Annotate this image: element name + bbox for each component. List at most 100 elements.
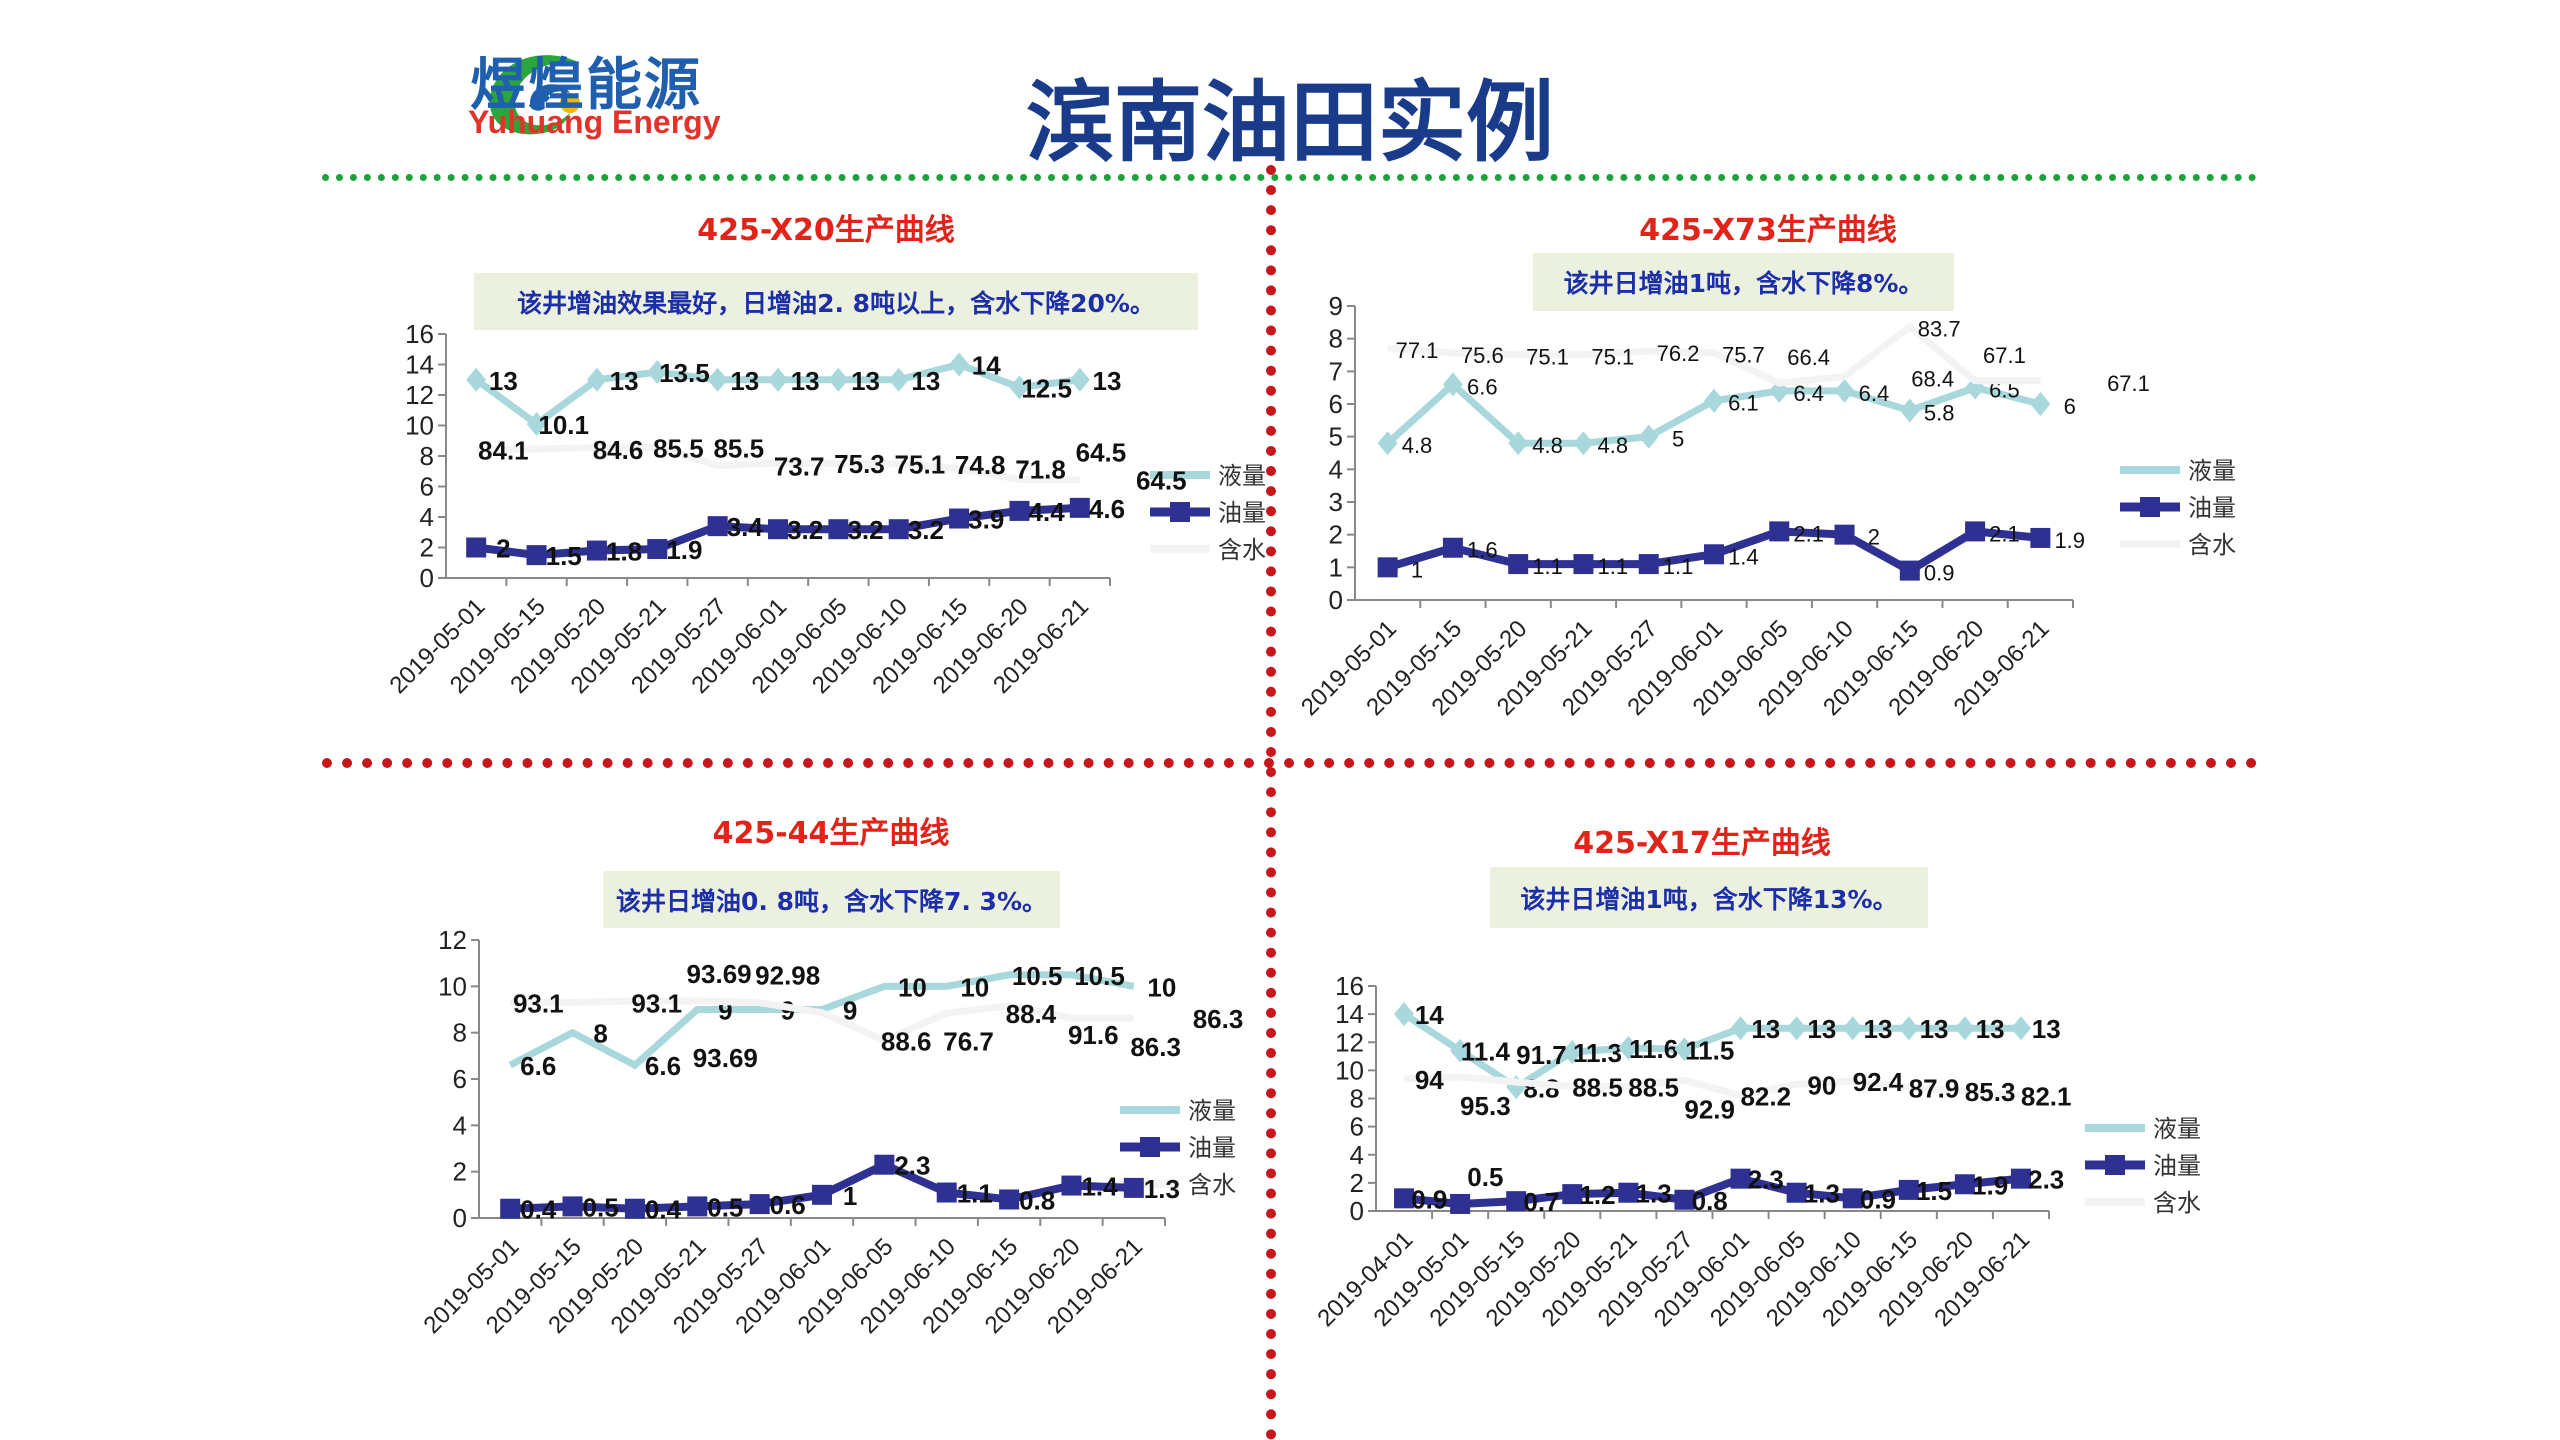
data-label: 93.1: [631, 988, 682, 1018]
y-tick-label: 14: [405, 350, 434, 380]
oil-marker: [2030, 527, 2051, 548]
y-tick-label: 7: [1329, 356, 1343, 386]
oil-marker: [874, 1154, 895, 1175]
data-label: 83.7: [1918, 317, 1961, 342]
liquid-marker: [1562, 1040, 1583, 1065]
data-label: 1: [1411, 557, 1423, 582]
chart-2: 01234567892019-05-012019-05-152019-05-20…: [1296, 291, 2236, 721]
y-tick-label: 9: [1329, 291, 1343, 321]
liquid-marker: [707, 367, 728, 392]
oil-marker: [1573, 554, 1594, 575]
data-label: 0.9: [1411, 1184, 1447, 1214]
oil-marker: [936, 1182, 957, 1203]
oil-marker: [2010, 1168, 2031, 1189]
data-label: 4.4: [1029, 497, 1066, 527]
data-label: 0.4: [520, 1195, 557, 1225]
data-label: 1.8: [606, 537, 642, 567]
data-label: 1.1: [1663, 554, 1694, 579]
oil-marker: [707, 516, 728, 537]
data-label: 93.69: [687, 959, 752, 989]
data-label: 88.5: [1628, 1073, 1679, 1103]
data-label: 1.9: [1972, 1170, 2008, 1200]
data-label: 9: [843, 996, 857, 1026]
data-label: 6.4: [1793, 381, 1824, 406]
data-label: 86.3: [1193, 1004, 1244, 1034]
y-tick-label: 8: [453, 1018, 467, 1048]
data-label: 75.1: [1526, 345, 1569, 370]
legend-label: 油量: [1218, 499, 1266, 527]
data-label: 92.9: [1684, 1094, 1735, 1124]
oil-marker: [1834, 524, 1855, 545]
data-label: 6: [2064, 394, 2076, 419]
data-label: 5.8: [1924, 401, 1955, 426]
liquid-marker: [2030, 392, 2051, 416]
liquid-marker: [1450, 1038, 1471, 1063]
y-tick-label: 12: [1335, 1027, 1364, 1057]
liquid-marker: [949, 352, 970, 377]
data-label: 10.5: [1074, 961, 1125, 991]
liquid-marker: [1730, 1016, 1751, 1041]
data-label: 64.5: [1076, 438, 1127, 468]
data-label: 1.9: [2054, 528, 2085, 553]
y-tick-label: 10: [405, 411, 434, 441]
legend-label: 液量: [2188, 457, 2236, 485]
chart-2-note: 该井日增油1吨，含水下降8%。: [1533, 253, 1954, 311]
y-tick-label: 4: [420, 502, 434, 532]
y-tick-label: 4: [1329, 454, 1343, 484]
y-tick-label: 6: [1350, 1112, 1364, 1142]
oil-marker: [624, 1198, 645, 1219]
legend-marker: [2105, 1155, 2125, 1175]
data-label: 75.7: [1722, 343, 1765, 368]
data-label: 10: [898, 972, 927, 1002]
liquid-marker: [1508, 431, 1529, 456]
data-label: 13: [1976, 1014, 2005, 1044]
liquid-marker: [1394, 1002, 1415, 1027]
data-label: 1.6: [1467, 538, 1498, 563]
data-label: 82.1: [2021, 1082, 2072, 1112]
liquid-marker: [1954, 1016, 1975, 1041]
data-label: 2.3: [2028, 1165, 2064, 1195]
data-label: 13: [730, 366, 759, 396]
chart-2-title: 425-X73生产曲线: [1639, 213, 1897, 248]
oil-marker: [1394, 1188, 1415, 1209]
y-tick-label: 2: [420, 533, 434, 563]
data-label: 75.6: [1461, 343, 1504, 368]
data-label: 77.1: [1396, 338, 1439, 363]
series-line-含水: [1387, 322, 2041, 387]
logo-text-en: Yuhuang Energy: [468, 104, 721, 140]
data-label: 88.4: [1006, 999, 1057, 1029]
oil-marker: [586, 540, 607, 561]
data-label: 94: [1415, 1065, 1444, 1095]
liquid-marker: [586, 367, 607, 392]
data-label: 0.4: [645, 1195, 682, 1225]
data-label: 3.2: [787, 515, 823, 545]
data-label: 1.1: [1532, 554, 1563, 579]
liquid-marker: [1674, 1037, 1695, 1062]
data-label: 91.6: [1068, 1020, 1119, 1050]
data-label: 3.4: [727, 512, 764, 542]
oil-marker: [1786, 1182, 1807, 1203]
oil-marker: [687, 1196, 708, 1217]
data-label: 71.8: [1015, 455, 1066, 485]
oil-marker: [1061, 1175, 1082, 1196]
oil-marker: [812, 1184, 832, 1205]
liquid-marker: [1704, 388, 1724, 413]
liquid-marker: [526, 411, 547, 436]
liquid-marker: [768, 367, 788, 392]
data-label: 4.8: [1598, 433, 1629, 458]
oil-marker: [768, 519, 788, 540]
liquid-marker: [888, 367, 909, 392]
oil-marker: [1562, 1184, 1583, 1205]
data-label: 76.2: [1657, 341, 1700, 366]
data-label: 13: [911, 366, 940, 396]
data-label: 1.3: [1144, 1174, 1180, 1204]
liquid-marker: [1638, 424, 1659, 449]
data-label: 1.1: [957, 1179, 993, 1209]
oil-marker: [500, 1198, 521, 1219]
data-label: 13.5: [659, 358, 710, 388]
liquid-marker: [2010, 1016, 2031, 1041]
liquid-marker: [1618, 1035, 1639, 1060]
data-label: 85.3: [1965, 1077, 2016, 1107]
chart-3-title: 425-44生产曲线: [712, 816, 950, 851]
data-label: 14: [972, 351, 1001, 381]
